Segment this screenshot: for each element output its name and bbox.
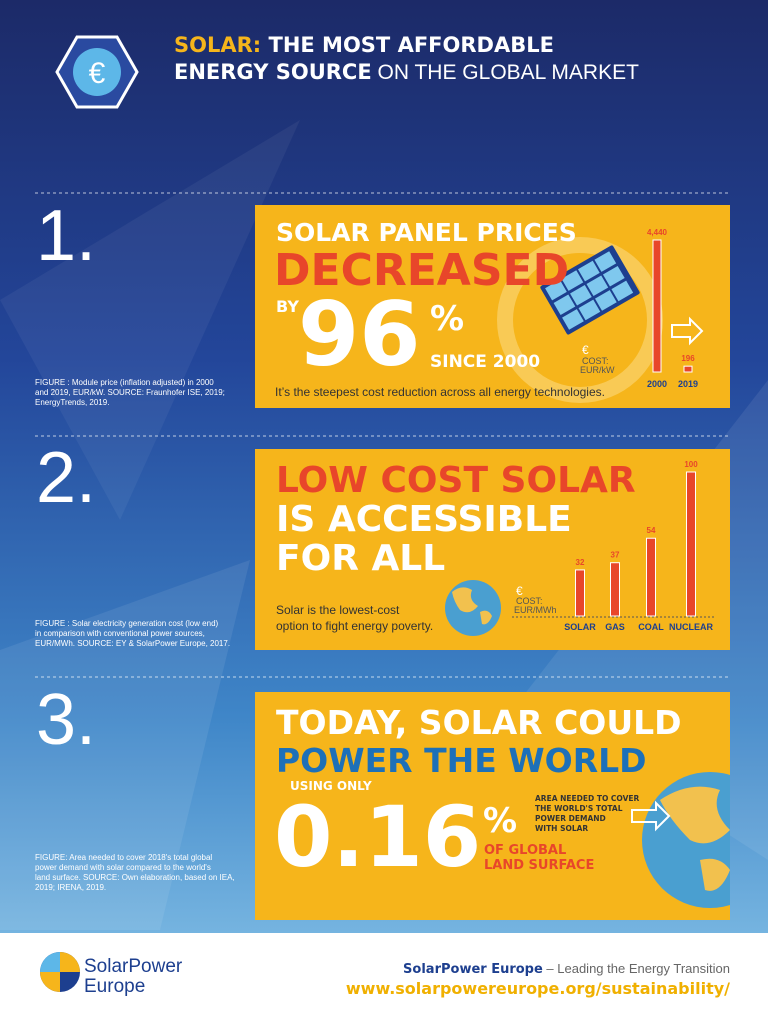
- value-label: 100: [684, 460, 698, 469]
- heading: SOLAR PANEL PRICES: [276, 218, 577, 247]
- heading: TODAY, SOLAR COULD: [276, 703, 682, 742]
- big-number: 0.16: [274, 788, 481, 886]
- heading: FOR ALL: [276, 538, 445, 579]
- unit: EUR/MWh: [514, 605, 557, 615]
- title-part: THE MOST AFFORDABLE: [261, 33, 554, 57]
- arrow: [631, 800, 671, 832]
- section-number: 1.: [36, 196, 96, 276]
- value-label: 196: [681, 354, 695, 363]
- category-label: SOLAR: [564, 622, 596, 632]
- figure-note: FIGURE : Module price (inflation adjuste…: [35, 378, 214, 387]
- label: OF GLOBAL: [484, 843, 566, 858]
- note: AREA NEEDED TO COVER: [535, 794, 640, 803]
- bar: [575, 569, 585, 617]
- bar: [683, 365, 693, 373]
- solar-panel: [540, 245, 640, 335]
- big-number: 96: [298, 283, 420, 386]
- footer: [0, 933, 768, 1024]
- logo-text: Europe: [84, 976, 145, 997]
- highlight: POWER THE WORLD: [276, 741, 647, 780]
- logo-text: SolarPower: [84, 956, 183, 977]
- label: SINCE 2000: [430, 352, 540, 372]
- panel: [255, 692, 730, 920]
- currency: €: [582, 343, 589, 357]
- title-part: SOLAR:: [174, 33, 261, 57]
- value-label: 54: [647, 526, 656, 535]
- figure-note: 2019; IRENA, 2019.: [35, 883, 106, 892]
- bar: [652, 239, 662, 373]
- value-label: 4,440: [647, 228, 668, 237]
- unit: EUR/kW: [580, 365, 615, 375]
- globe: [642, 772, 730, 908]
- value-label: 37: [611, 551, 620, 560]
- value-label: 32: [576, 558, 585, 567]
- url[interactable]: www.solarpowereurope.org/sustainability/: [346, 979, 730, 998]
- bar: [686, 471, 696, 617]
- currency: €: [516, 584, 523, 598]
- note: THE WORLD'S TOTAL: [535, 804, 623, 813]
- tagline-part: – Leading the Energy Transition: [543, 961, 730, 976]
- globe-land: [452, 587, 492, 625]
- bar: [646, 537, 656, 617]
- decor: [0, 120, 300, 520]
- category-label: COAL: [638, 622, 664, 632]
- note: WITH SOLAR: [535, 824, 588, 833]
- highlight: DECREASED: [274, 245, 569, 296]
- figure-note: in comparison with conventional power so…: [35, 629, 205, 638]
- label: BY: [276, 297, 299, 316]
- figure-note: power demand with solar compared to the …: [35, 863, 211, 872]
- figure-note: land surface. SOURCE: Own elaboration, b…: [35, 873, 235, 882]
- section-number: 2.: [36, 438, 96, 518]
- caption: Solar is the lowest-cost: [276, 603, 400, 617]
- tagline: SolarPower Europe – Leading the Energy T…: [403, 961, 730, 977]
- category-label: GAS: [605, 622, 625, 632]
- category-label: NUCLEAR: [669, 622, 713, 632]
- section-number: 3.: [36, 680, 96, 760]
- title: SOLAR: THE MOST AFFORDABLE: [174, 33, 554, 57]
- logo-mark: [40, 952, 80, 992]
- tagline-part: SolarPower Europe: [403, 962, 543, 977]
- title: ENERGY SOURCE ON THE GLOBAL MARKET: [174, 60, 639, 84]
- unit-title: COST:: [516, 596, 543, 606]
- unit-title: COST:: [582, 356, 609, 366]
- caption: option to fight energy poverty.: [276, 619, 433, 633]
- category-label: 2000: [647, 379, 667, 389]
- icon-circle: [73, 48, 121, 96]
- figure-note: FIGURE : Solar electricity generation co…: [35, 619, 219, 628]
- bar: [610, 562, 620, 617]
- heading: LOW COST SOLAR: [276, 460, 636, 501]
- decor: [0, 560, 250, 930]
- figure-note: EnergyTrends, 2019.: [35, 398, 109, 407]
- percent-sign: %: [483, 801, 517, 841]
- category-label: 2019: [678, 379, 698, 389]
- figure-note: FIGURE: Area needed to cover 2018's tota…: [35, 853, 212, 862]
- figure-note: and 2019, EUR/kW. SOURCE: Fraunhofer ISE…: [35, 388, 225, 397]
- percent-sign: %: [430, 299, 464, 339]
- figure-note: EUR/MWh. SOURCE: EY & SolarPower Europe,…: [35, 639, 230, 648]
- icon-symbol: €: [89, 57, 106, 90]
- title-part: ON THE GLOBAL MARKET: [372, 61, 639, 84]
- label: USING ONLY: [290, 779, 372, 793]
- label: LAND SURFACE: [484, 858, 594, 873]
- heading: IS ACCESSIBLE: [276, 499, 572, 540]
- caption: It’s the steepest cost reduction across …: [275, 385, 605, 399]
- arrow: [671, 316, 704, 346]
- title-part: ENERGY SOURCE: [174, 60, 372, 84]
- note: POWER DEMAND: [535, 814, 606, 823]
